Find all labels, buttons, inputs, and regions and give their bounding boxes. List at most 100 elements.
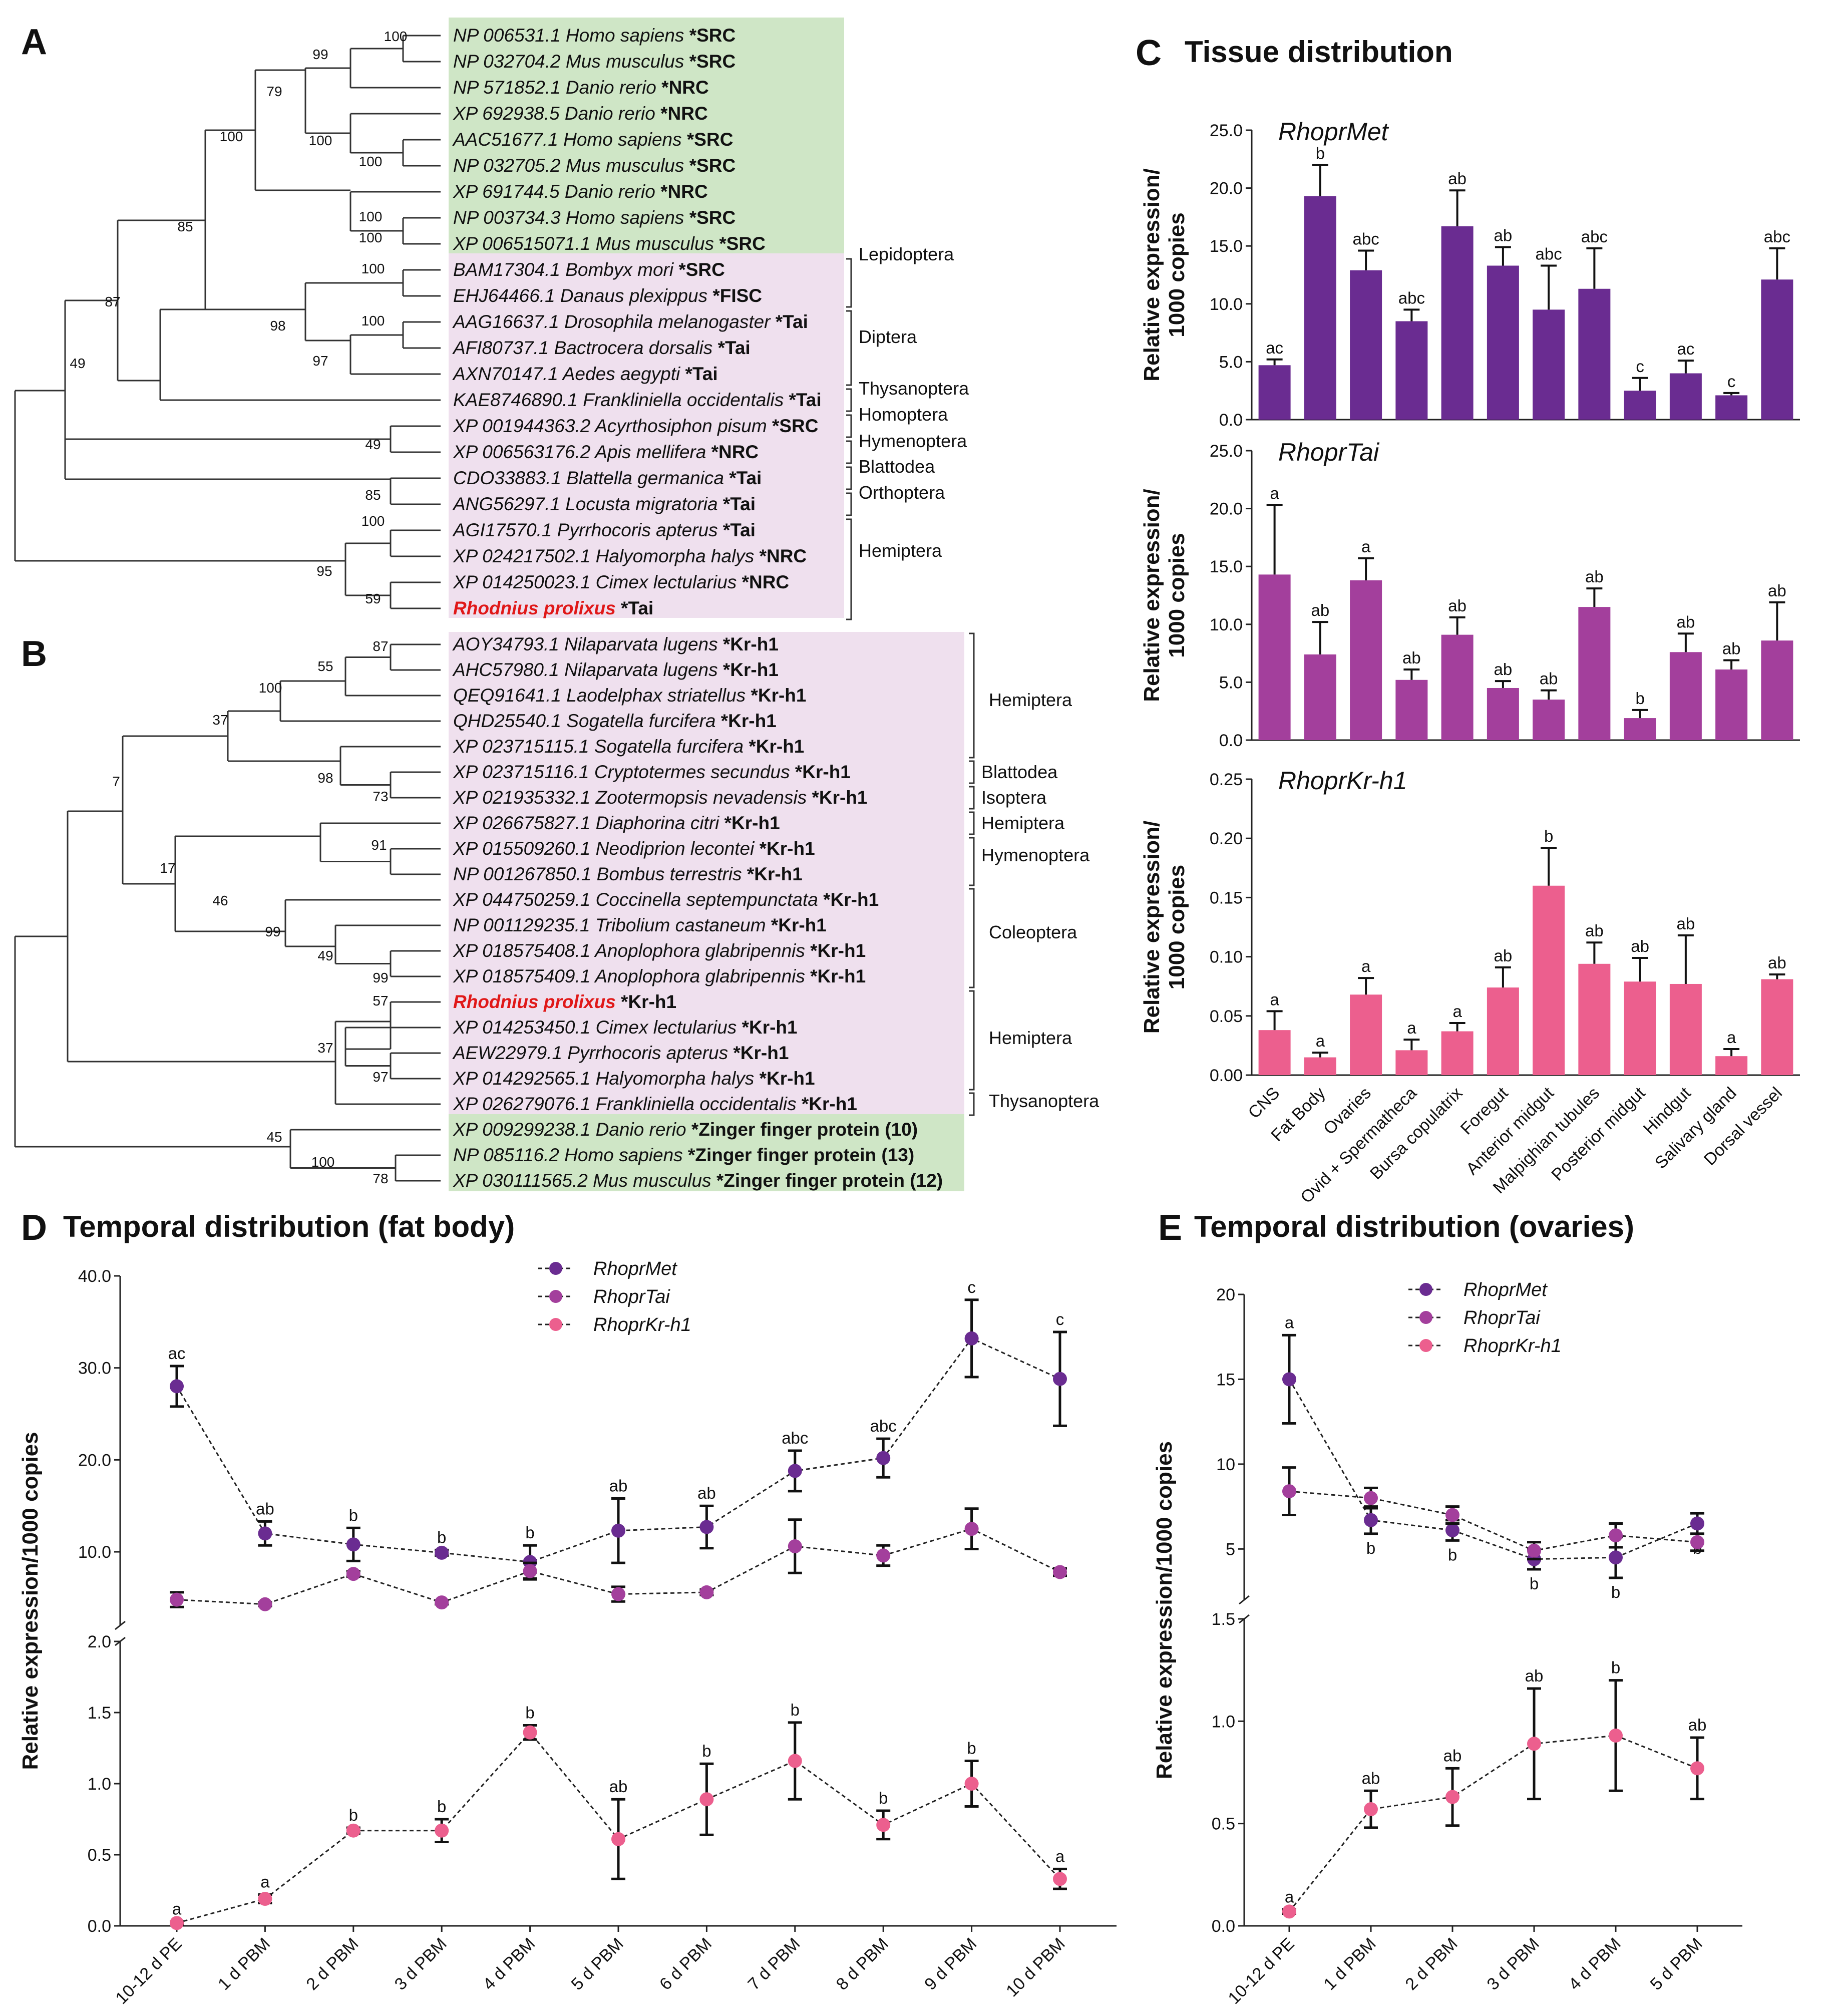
- c-y-tick-label: 0.20: [1210, 829, 1243, 848]
- c-sig-letter: b: [1316, 144, 1325, 162]
- c-gene-title: RhoprTai: [1278, 438, 1380, 466]
- d-sig-letter: b: [349, 1506, 358, 1524]
- e-legend-label: RhoprKr-h1: [1463, 1335, 1562, 1357]
- tree-b-leaf: AHC57980.1 Nilaparvata lugens *Kr-h1: [452, 659, 779, 680]
- c-y-label: Relative expression/1000 copies: [1140, 821, 1189, 1034]
- e-point: [1364, 1491, 1378, 1505]
- tree-b-order-bracket: [969, 990, 975, 1091]
- d-point: [170, 1592, 184, 1607]
- c-y-tick-label: 0.00: [1210, 1066, 1243, 1085]
- tree-b-bootstrap: 73: [373, 789, 388, 804]
- tree-b-bootstrap: 99: [373, 970, 388, 985]
- c-y-label: Relative expression/1000 copies: [1140, 489, 1189, 702]
- e-legend-marker: [1419, 1283, 1432, 1296]
- tree-b-leaf: XP 030111565.2 Mus musculus *Zinger fing…: [453, 1170, 943, 1191]
- c-y-tick-label: 5.0: [1219, 673, 1243, 692]
- d-sig-letter: ab: [609, 1477, 628, 1495]
- c-bar: [1669, 983, 1702, 1075]
- tree-a-leaf: NP 032705.2 Mus musculus *SRC: [453, 155, 736, 176]
- c-y-tick-label: 0.25: [1210, 770, 1243, 789]
- c-bar: [1715, 669, 1748, 740]
- tree-a-order-bracket: [846, 440, 852, 464]
- c-y-tick-label: 15.0: [1210, 237, 1243, 256]
- panel-letter-b: B: [21, 634, 47, 674]
- c-bar: [1395, 1050, 1428, 1075]
- c-bar: [1395, 680, 1428, 740]
- tree-a-order-bracket: [846, 388, 852, 412]
- tree-b-order-bracket: [969, 632, 975, 759]
- c-sig-letter: a: [1361, 537, 1371, 556]
- c-sig-letter: a: [1270, 990, 1279, 1009]
- c-sig-letter: a: [1270, 484, 1279, 503]
- c-y-tick-label: 20.0: [1210, 500, 1243, 519]
- tree-a-leaf: CDO33883.1 Blattella germanica *Tai: [453, 468, 762, 488]
- tree-a-leaf: NP 571852.1 Danio rerio *NRC: [453, 77, 709, 98]
- c-y-tick-label: 10.0: [1210, 295, 1243, 314]
- tree-a-leaf: KAE8746890.1 Frankliniella occidentalis …: [453, 390, 822, 410]
- tree-a-order-label: Orthoptera: [859, 482, 945, 503]
- tree-a-leaf: AAC51677.1 Homo sapiens *SRC: [452, 129, 733, 150]
- e-point: [1445, 1523, 1459, 1538]
- c-bar: [1761, 640, 1793, 740]
- e-series-line: [1288, 1735, 1698, 1912]
- c-bar: [1487, 688, 1519, 740]
- tree-a-leaf: XP 001944363.2 Acyrthosiphon pisum *SRC: [453, 416, 818, 436]
- tree-a-leaf: XP 014250023.1 Cimex lectularius *NRC: [453, 572, 789, 592]
- e-sig-letter: ab: [1443, 1746, 1462, 1765]
- tree-a-order-bracket: [846, 414, 852, 438]
- e-point: [1690, 1516, 1704, 1531]
- c-y-tick-label: 25.0: [1210, 121, 1243, 140]
- e-point: [1609, 1550, 1623, 1565]
- tree-a-leaf: EHJ64466.1 Danaus plexippus *FISC: [453, 285, 762, 306]
- d-sig-letter: c: [967, 1278, 976, 1296]
- tree-a-bootstrap: 100: [361, 261, 385, 276]
- tree-b-leaf: XP 023715116.1 Cryptotermes secundus *Kr…: [453, 762, 851, 782]
- c-bar: [1441, 1031, 1474, 1075]
- d-point: [876, 1818, 891, 1832]
- c-bar: [1578, 288, 1611, 420]
- c-sig-letter: ab: [1677, 914, 1695, 933]
- tree-b-branch: [279, 680, 441, 722]
- tree-b-branch: [339, 746, 441, 786]
- d-point: [611, 1587, 625, 1601]
- e-y-tick-label: 20: [1216, 1285, 1235, 1304]
- tree-a-leaf: XP 692938.5 Danio rerio *NRC: [453, 103, 708, 124]
- tree-a-order-bracket: [846, 310, 852, 386]
- c-sig-letter: abc: [1764, 227, 1790, 246]
- d-point: [699, 1792, 714, 1807]
- c-sig-letter: b: [1544, 827, 1553, 845]
- tree-b-bootstrap: 7: [112, 774, 120, 789]
- tree-a-leaf: NP 006531.1 Homo sapiens *SRC: [453, 25, 736, 46]
- d-y-tick-label: 40.0: [78, 1267, 111, 1286]
- tree-a-order-label: Blattodea: [859, 456, 935, 477]
- tree-a-bootstrap: 85: [365, 487, 381, 503]
- d-sig-letter: b: [967, 1739, 976, 1758]
- tree-b-bootstrap: 100: [311, 1154, 335, 1170]
- c-sig-letter: ab: [1311, 601, 1330, 619]
- tree-b-leaf: XP 015509260.1 Neodiprion lecontei *Kr-h…: [453, 838, 815, 859]
- e-sig-letter: a: [1285, 1887, 1294, 1906]
- tree-a-order-bracket: [846, 492, 852, 516]
- d-point: [435, 1545, 449, 1560]
- e-legend-label: RhoprTai: [1463, 1307, 1541, 1328]
- tree-b-leaf: XP 026675827.1 Diaphorina citri *Kr-h1: [453, 813, 780, 833]
- d-point: [699, 1520, 714, 1534]
- c-sig-letter: ab: [1494, 226, 1513, 245]
- d-point: [523, 1725, 537, 1740]
- tree-b-bootstrap: 91: [371, 837, 387, 853]
- tree-a-leaf: ANG56297.1 Locusta migratoria *Tai: [452, 494, 756, 514]
- d-point: [435, 1823, 449, 1838]
- tree-b-order-bracket: [969, 760, 975, 784]
- d-legend-marker: [549, 1262, 562, 1275]
- tree-b-order-label: Coleoptera: [989, 922, 1077, 942]
- tree-b-green-box: [449, 1114, 964, 1191]
- c-y-tick-label: 0.15: [1210, 888, 1243, 907]
- c-bar: [1395, 321, 1428, 420]
- e-y-label: Relative expression/1000 copies: [1152, 1441, 1177, 1779]
- c-sig-letter: ab: [1448, 169, 1467, 188]
- c-sig-letter: ab: [1402, 648, 1421, 667]
- d-point: [964, 1331, 979, 1346]
- d-point: [611, 1523, 625, 1538]
- c-y-tick-label: 20.0: [1210, 179, 1243, 198]
- tree-a-order-label: Homoptera: [859, 404, 948, 425]
